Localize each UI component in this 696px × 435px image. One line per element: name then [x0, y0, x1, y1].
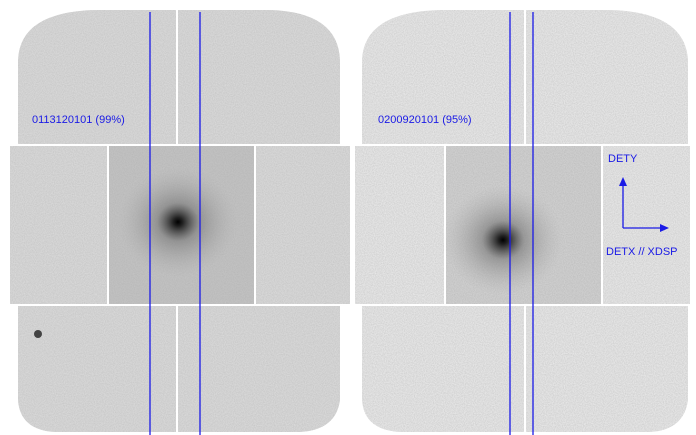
extraction-lines	[149, 12, 534, 435]
panel-label: 0200920101 (95%)	[378, 114, 472, 126]
axis-label: DETX // XDSP	[606, 246, 678, 258]
source	[443, 185, 563, 295]
chip-gaps	[355, 10, 690, 432]
source	[118, 167, 238, 277]
panel-label: 0113120101 (99%)	[32, 114, 125, 126]
axis-arrows	[619, 177, 669, 232]
detector-image-left	[10, 10, 350, 432]
chip-gaps	[10, 10, 350, 432]
axis-label: DETY	[608, 153, 638, 165]
spot	[34, 330, 42, 338]
detector-image-right	[355, 10, 690, 432]
